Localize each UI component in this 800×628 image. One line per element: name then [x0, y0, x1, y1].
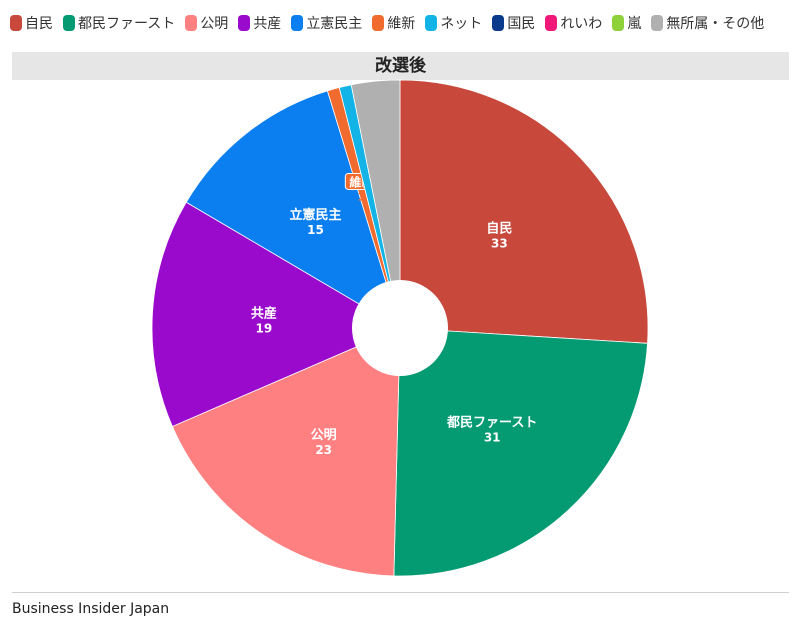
- legend-swatch: [185, 15, 198, 31]
- legend-label: 公明: [200, 16, 229, 32]
- legend-label: 都民ファースト: [78, 16, 176, 32]
- legend-swatch: [291, 15, 304, 31]
- legend-label: 国民: [507, 16, 536, 32]
- slice-label: 公明: [311, 428, 337, 443]
- slice-value: 19: [256, 322, 273, 336]
- slice-value: 23: [315, 443, 332, 457]
- legend-swatch: [612, 15, 625, 31]
- legend-item-arashi[interactable]: 嵐: [612, 13, 641, 33]
- legend-item-komei[interactable]: 公明: [185, 13, 228, 33]
- legend-item-net[interactable]: ネット: [425, 13, 482, 33]
- pie-slice[interactable]: [151, 201, 401, 427]
- legend-swatch: [425, 15, 438, 31]
- slice-label: 自民: [486, 221, 512, 237]
- slice-label: 共産: [251, 306, 277, 322]
- slice-value: 15: [307, 223, 324, 237]
- legend-item-reiwa[interactable]: れいわ: [545, 13, 602, 33]
- chart-title: 改選後: [12, 52, 789, 80]
- legend-swatch: [10, 15, 22, 31]
- slice-value: 1: [358, 190, 366, 203]
- pie-slice[interactable]: [350, 79, 401, 329]
- legend-label: 自民: [25, 16, 53, 32]
- pie-slice[interactable]: [399, 79, 649, 344]
- legend-label: 維新: [387, 16, 416, 32]
- pie-slice[interactable]: [171, 327, 401, 577]
- pie-slice[interactable]: [185, 90, 401, 329]
- legend-item-rikken[interactable]: 立憲民主: [291, 13, 362, 33]
- legend-label: 共産: [253, 16, 282, 32]
- legend-swatch: [238, 15, 251, 31]
- legend-label: れいわ: [560, 16, 603, 32]
- legend-swatch: [492, 15, 505, 31]
- legend-label: 嵐: [627, 16, 642, 32]
- slice-label: 都民ファースト: [446, 415, 537, 431]
- slice-value: 33: [491, 237, 508, 251]
- donut-hole: [352, 280, 448, 376]
- slice-label: 立憲民主: [290, 207, 342, 223]
- legend-label: 立憲民主: [306, 16, 363, 32]
- pie-slice[interactable]: [393, 327, 648, 577]
- legend-swatch: [651, 15, 664, 31]
- source-credit: Business Insider Japan: [12, 601, 170, 617]
- legend-swatch: [63, 15, 75, 31]
- legend-item-independent-other[interactable]: 無所属・その他: [651, 13, 764, 33]
- divider: [12, 592, 789, 593]
- legend-swatch: [545, 15, 558, 31]
- legend-item-kyosan[interactable]: 共産: [238, 13, 281, 33]
- legend-item-jimin[interactable]: 自民: [10, 13, 53, 33]
- slice-value: 31: [484, 431, 501, 445]
- legend-label: ネット: [440, 16, 483, 32]
- legend-item-tomin-first[interactable]: 都民ファースト: [63, 13, 175, 33]
- legend-item-ishin[interactable]: 維新: [372, 13, 415, 33]
- legend-label: 無所属・その他: [666, 16, 765, 32]
- legend-swatch: [372, 15, 385, 31]
- legend: 自民 都民ファースト 公明 共産 立憲民主 維新 ネット 国民 れいわ 嵐 無所…: [10, 10, 794, 36]
- legend-item-kokumin[interactable]: 国民: [492, 13, 535, 33]
